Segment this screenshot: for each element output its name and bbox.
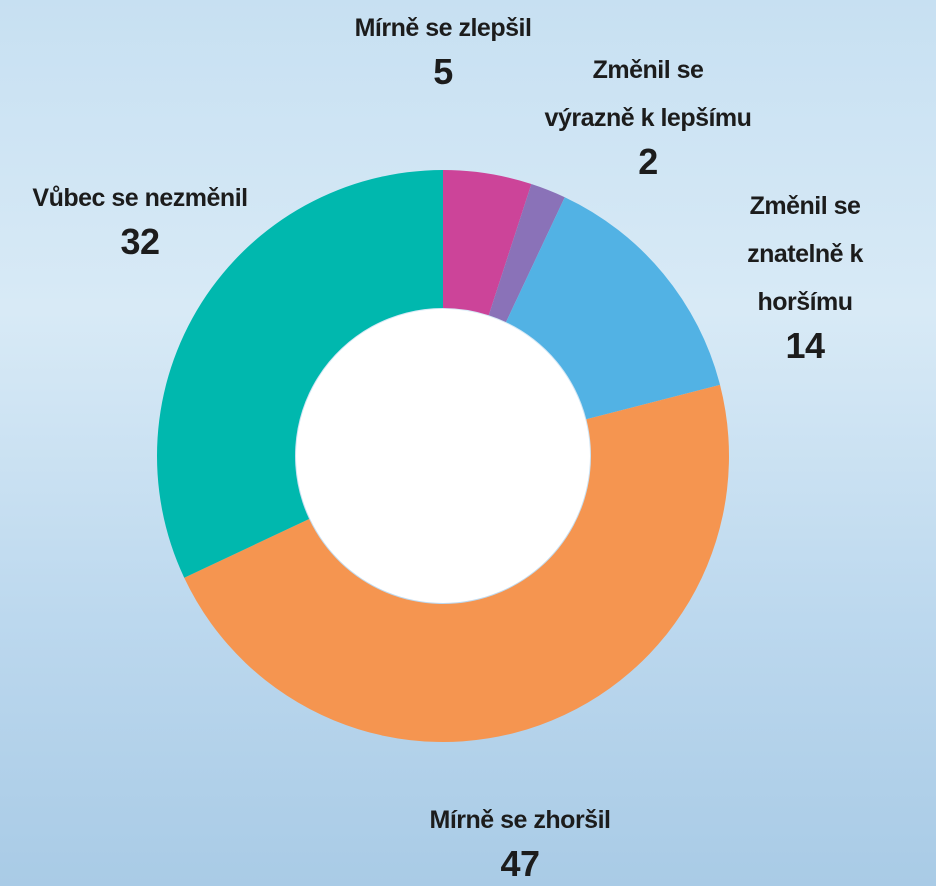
value-label: 5 (433, 51, 453, 92)
category-name: Změnil se výrazně k lepšímu (544, 56, 752, 132)
donut-slice (488, 183, 565, 323)
donut-slice (506, 197, 721, 420)
category-name: Změnil se znatelně k horšímu (747, 192, 863, 316)
slice-label: Změnil se výrazně k lepšímu 2 (545, 46, 752, 182)
category-name: Mírně se zhoršil (429, 806, 611, 834)
donut-hole (296, 309, 590, 603)
value-label: 32 (120, 221, 160, 262)
value-label: 47 (500, 843, 540, 884)
donut-slice (184, 384, 729, 742)
value-label: 14 (785, 325, 825, 366)
slice-label: Mírně se zlepšil 5 (355, 4, 532, 92)
slice-label: Mírně se zhoršil 47 (430, 796, 611, 884)
slice-label: Změnil se znatelně k horšímu 14 (740, 182, 871, 366)
value-label: 2 (638, 141, 658, 182)
donut-slice (156, 170, 443, 578)
category-name: Vůbec se nezměnil (32, 184, 248, 212)
category-name: Mírně se zlepšil (354, 14, 532, 42)
donut-slice (443, 170, 532, 316)
slice-label: Vůbec se nezměnil 32 (32, 174, 248, 262)
